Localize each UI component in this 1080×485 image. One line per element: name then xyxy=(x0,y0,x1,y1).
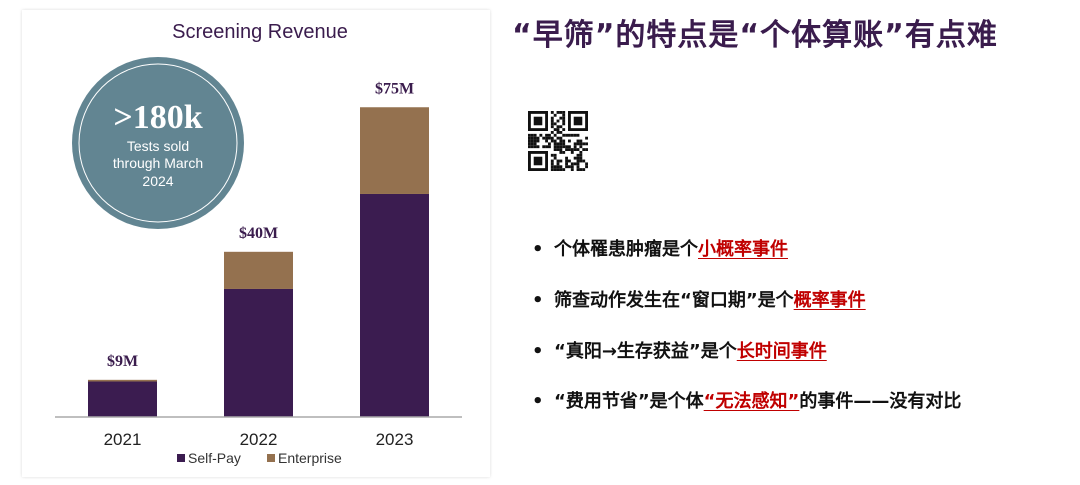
total-label: $75M xyxy=(375,80,414,97)
bullet-item: • 筛查动作发生在“窗口期”是个概率事件 xyxy=(532,290,866,311)
callout-line-3: 2024 xyxy=(142,173,173,189)
callout-ring xyxy=(78,63,238,223)
bullet-text: “费用节省”是个体 xyxy=(554,391,704,412)
bullet-text: 个体罹患肿瘤是个 xyxy=(554,239,698,260)
bullet-item: • “真阳→生存获益”是个长时间事件 xyxy=(532,341,827,362)
x-tick-label: 2022 xyxy=(240,430,278,449)
bullet-item: • 个体罹患肿瘤是个小概率事件 xyxy=(532,239,788,260)
x-tick-label: 2023 xyxy=(376,430,414,449)
legend-label-self-pay: Self-Pay xyxy=(188,450,241,466)
callout-value: >180k xyxy=(113,99,202,136)
tests-sold-callout: >180k Tests sold through March 2024 xyxy=(72,57,244,229)
bar-enterprise-2023 xyxy=(360,107,429,194)
total-label: $40M xyxy=(239,225,278,242)
bullet-highlight: 长时间事件 xyxy=(736,341,827,362)
bullet-text: “真阳→生存获益”是个 xyxy=(554,341,737,362)
bar-self-pay-2023 xyxy=(360,193,429,417)
legend-swatch-self-pay xyxy=(177,454,185,462)
slide-headline: “早筛”的特点是“个体算账”有点难 xyxy=(512,18,998,53)
legend-swatch-enterprise xyxy=(267,454,275,462)
total-label: $9M xyxy=(107,353,138,370)
bullet-highlight: 小概率事件 xyxy=(698,239,788,260)
callout-line-1: Tests sold xyxy=(127,138,189,154)
bar-self-pay-2021 xyxy=(88,381,157,417)
bullet-item: • “费用节省”是个体“无法感知”的事件——没有对比 xyxy=(532,391,962,412)
bullet-after: 的事件——没有对比 xyxy=(799,391,962,412)
callout-circle xyxy=(72,57,244,229)
qr-code-icon xyxy=(528,111,588,171)
bar-enterprise-2021 xyxy=(88,379,157,382)
legend: Self-Pay Enterprise xyxy=(177,450,342,466)
callout-line-2: through March xyxy=(113,155,203,171)
x-tick-label: 2021 xyxy=(104,430,142,449)
bullet-highlight: 概率事件 xyxy=(793,290,866,311)
revenue-chart-card: Screening Revenue >180k Tests sold throu… xyxy=(22,10,490,477)
bar-self-pay-2022 xyxy=(224,288,293,417)
bullet-highlight: “无法感知” xyxy=(703,391,800,412)
stacked-bar-chart: Screening Revenue >180k Tests sold throu… xyxy=(55,21,462,466)
chart-title: Screening Revenue xyxy=(172,21,348,43)
legend-label-enterprise: Enterprise xyxy=(278,450,342,466)
bar-enterprise-2022 xyxy=(224,251,293,289)
bullet-text: 筛查动作发生在“窗口期”是个 xyxy=(554,290,794,311)
